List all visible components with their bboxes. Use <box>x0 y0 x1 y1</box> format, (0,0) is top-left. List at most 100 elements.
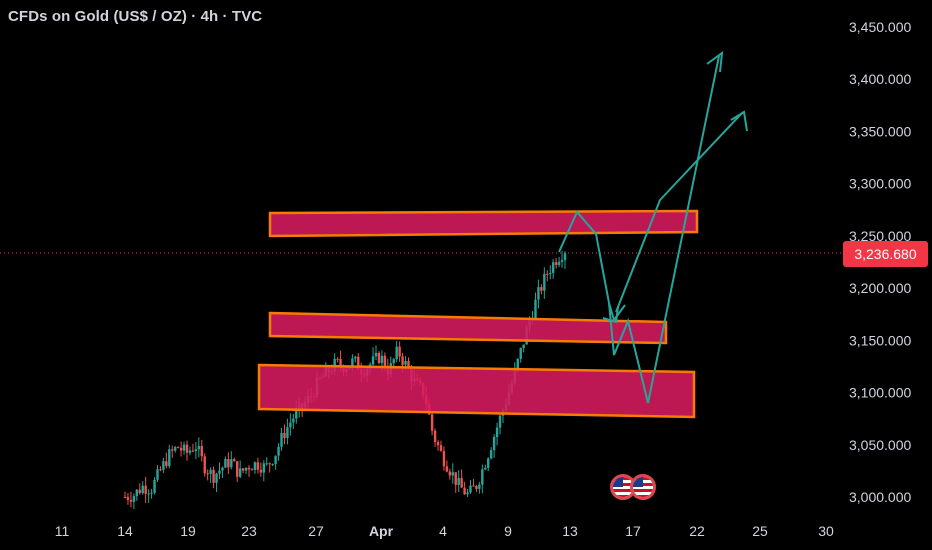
x-tick-label: 4 <box>439 523 447 539</box>
candle-body <box>168 449 171 467</box>
candle-body <box>132 496 136 502</box>
candle-body <box>244 467 248 471</box>
candle-body <box>475 486 478 489</box>
projection-arrowhead <box>730 110 748 132</box>
candle-body <box>489 450 493 459</box>
candle-body <box>487 458 490 468</box>
zones-layer <box>257 209 699 419</box>
candle-body <box>498 415 502 428</box>
x-tick-label: 23 <box>241 523 257 539</box>
y-tick-label: 3,350.000 <box>849 123 911 139</box>
candle-body <box>549 272 552 274</box>
projection-arrows-layer <box>558 50 748 404</box>
candle-body <box>230 459 233 468</box>
candle-body <box>380 355 384 364</box>
candle-body <box>179 447 183 451</box>
candle-body <box>185 444 189 453</box>
candle-body <box>436 442 440 446</box>
y-tick-label: 3,100.000 <box>849 385 911 401</box>
candle-body <box>280 432 283 447</box>
candle-body <box>200 446 203 457</box>
candle-body <box>354 356 357 359</box>
lower-support-zone[interactable] <box>257 363 696 419</box>
y-tick-label: 3,300.000 <box>849 176 911 192</box>
candle-body <box>221 467 224 471</box>
candle-body <box>534 299 537 319</box>
candle-body <box>472 485 475 487</box>
candle-body <box>250 469 254 471</box>
candle-body <box>165 461 168 467</box>
candle-body <box>407 360 410 369</box>
candle-body <box>197 446 201 450</box>
candle-body <box>295 409 298 419</box>
y-tick-label: 3,000.000 <box>849 489 911 505</box>
candle-body <box>126 497 130 501</box>
candle-body <box>377 352 381 364</box>
candle-body <box>460 478 463 488</box>
candle-body <box>492 437 496 451</box>
candle-body <box>383 355 387 368</box>
x-tick-label: 27 <box>308 523 324 539</box>
x-axis[interactable]: 11 14 19 23 27 Apr 4 9 13 17 22 25 30 <box>55 523 834 539</box>
candle-body <box>430 414 434 431</box>
candle-body <box>171 449 174 451</box>
candle-body <box>156 469 159 480</box>
candle-body <box>129 500 133 502</box>
candle-body <box>516 359 519 369</box>
candle-body <box>268 463 271 465</box>
candle-body <box>442 450 446 467</box>
candle-body <box>236 461 239 477</box>
candle-body <box>371 356 375 365</box>
candle-body <box>401 356 404 365</box>
candle-body <box>543 273 546 291</box>
y-tick-label: 3,450.000 <box>849 19 911 35</box>
candle-body <box>271 464 274 466</box>
current-price-label: 3,236.680 <box>843 241 928 267</box>
x-tick-label: 11 <box>55 523 70 539</box>
chart-title: CFDs on Gold (US$ / OZ) · 4h · TVC <box>8 8 263 25</box>
candle-body <box>162 461 165 470</box>
candle-body <box>551 262 555 273</box>
upper-resistance-zone[interactable] <box>268 209 699 238</box>
y-tick-label: 3,050.000 <box>849 437 911 453</box>
x-tick-label: Apr <box>369 523 394 539</box>
candle-body <box>398 346 401 357</box>
candle-body <box>336 358 339 360</box>
x-tick-label: 25 <box>752 523 768 539</box>
candle-body <box>188 450 192 453</box>
projection-path-b[interactable] <box>615 111 744 313</box>
y-tick-label: 3,200.000 <box>849 280 911 296</box>
candle-body <box>147 493 150 495</box>
middle-support-zone[interactable] <box>268 311 668 345</box>
candle-body <box>554 262 558 265</box>
candle-body <box>176 447 180 449</box>
candle-body <box>563 253 567 261</box>
x-tick-label: 19 <box>180 523 196 539</box>
candle-body <box>141 485 144 494</box>
candle-body <box>265 463 268 465</box>
candle-body <box>123 497 127 498</box>
y-tick-label: 3,400.000 <box>849 71 911 87</box>
projection-arrowhead <box>608 302 626 323</box>
candle-body <box>262 463 265 473</box>
candle-body <box>224 458 227 468</box>
candle-body <box>292 418 295 423</box>
candle-body <box>557 261 561 265</box>
candle-body <box>433 430 437 443</box>
projection-path-a[interactable] <box>558 55 720 404</box>
candle-body <box>469 485 472 493</box>
x-tick-label: 17 <box>625 523 641 539</box>
candle-body <box>194 449 198 451</box>
candle-body <box>404 360 407 365</box>
y-tick-label: 3,150.000 <box>849 332 911 348</box>
candle-body <box>182 444 186 451</box>
candle-body <box>227 458 230 468</box>
candle-body <box>253 462 257 471</box>
candle-body <box>206 473 209 475</box>
candle-body <box>215 473 218 483</box>
us-flag-event-icon[interactable] <box>630 474 656 500</box>
x-tick-label: 22 <box>689 523 705 539</box>
x-tick-label: 30 <box>818 523 834 539</box>
y-axis[interactable]: 3,000.000 3,050.000 3,100.000 3,150.000 3,20… <box>849 19 911 505</box>
